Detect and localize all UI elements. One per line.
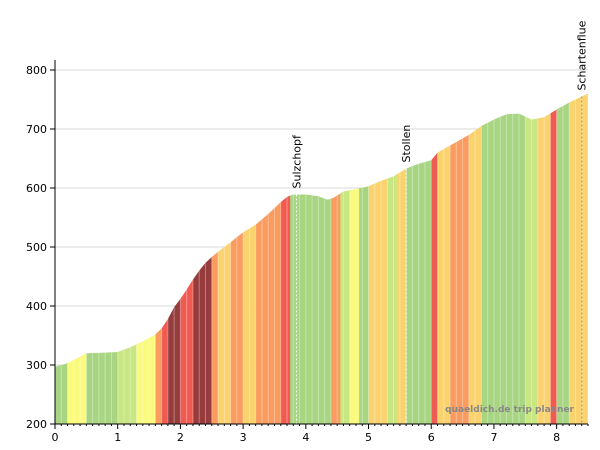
grade-segment-9 [192,93,213,424]
grade-segment-35 [569,93,588,424]
x-tick-label-2: 2 [177,431,184,444]
y-tick-label-600: 600 [26,182,47,195]
grade-segment-34 [556,93,570,424]
grade-segment-23 [396,93,407,424]
x-tick-label-1: 1 [114,431,121,444]
x-tick-label-5: 5 [365,431,372,444]
grade-segment-29 [481,93,501,424]
grade-segment-15 [280,93,291,424]
grade-segment-27 [450,93,470,424]
y-tick-label-700: 700 [26,123,47,136]
grade-segment-26 [437,93,451,424]
waypoint-markers: Sulzchopf Stollen Schartenflue [290,20,589,424]
x-tick-label-0: 0 [52,431,59,444]
waypoint-label-schartenflue: Schartenflue [576,20,589,90]
grade-segment-10 [211,93,219,424]
y-tick-label-500: 500 [26,241,47,254]
grade-segment-25 [431,93,438,424]
grade-segment-5 [155,93,162,424]
credit-label: quaeldich.de trip planner [445,405,574,415]
axes: 200 300 400 500 600 700 800 0 1 2 3 4 5 6 7 8 [26,60,589,444]
grade-segment-30 [500,93,526,424]
waypoint-label-stollen: Stollen [400,125,413,163]
grade-segments [55,93,588,424]
grade-segment-21 [368,93,388,424]
x-tick-label-6: 6 [428,431,435,444]
y-tick-label-400: 400 [26,300,47,313]
x-tick-label-7: 7 [490,431,497,444]
grade-segment-28 [468,93,482,424]
grade-segment-22 [387,93,398,424]
grade-segment-3 [117,93,137,424]
grade-segment-17 [330,93,341,424]
grade-segment-1 [67,93,87,424]
grade-segment-20 [359,93,369,424]
grade-segment-2 [86,93,119,424]
y-tick-label-300: 300 [26,359,47,372]
x-tick-label-3: 3 [240,431,247,444]
waypoint-label-sulzchopf: Sulzchopf [290,134,303,189]
y-tick-label-800: 800 [26,64,47,77]
grade-segment-19 [349,93,360,424]
grade-segment-31 [525,93,539,424]
grade-segment-4 [136,93,156,424]
x-tick-label-8: 8 [553,431,560,444]
grade-segment-18 [340,93,351,424]
grade-segment-6 [161,93,169,424]
grade-segment-32 [537,93,551,424]
x-tick-label-4: 4 [302,431,309,444]
y-tick-label-200: 200 [26,418,47,431]
grade-segment-33 [550,93,557,424]
